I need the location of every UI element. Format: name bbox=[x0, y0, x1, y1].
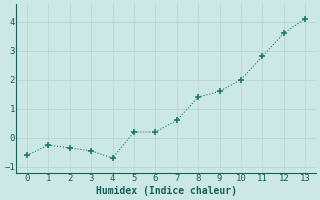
X-axis label: Humidex (Indice chaleur): Humidex (Indice chaleur) bbox=[96, 186, 236, 196]
